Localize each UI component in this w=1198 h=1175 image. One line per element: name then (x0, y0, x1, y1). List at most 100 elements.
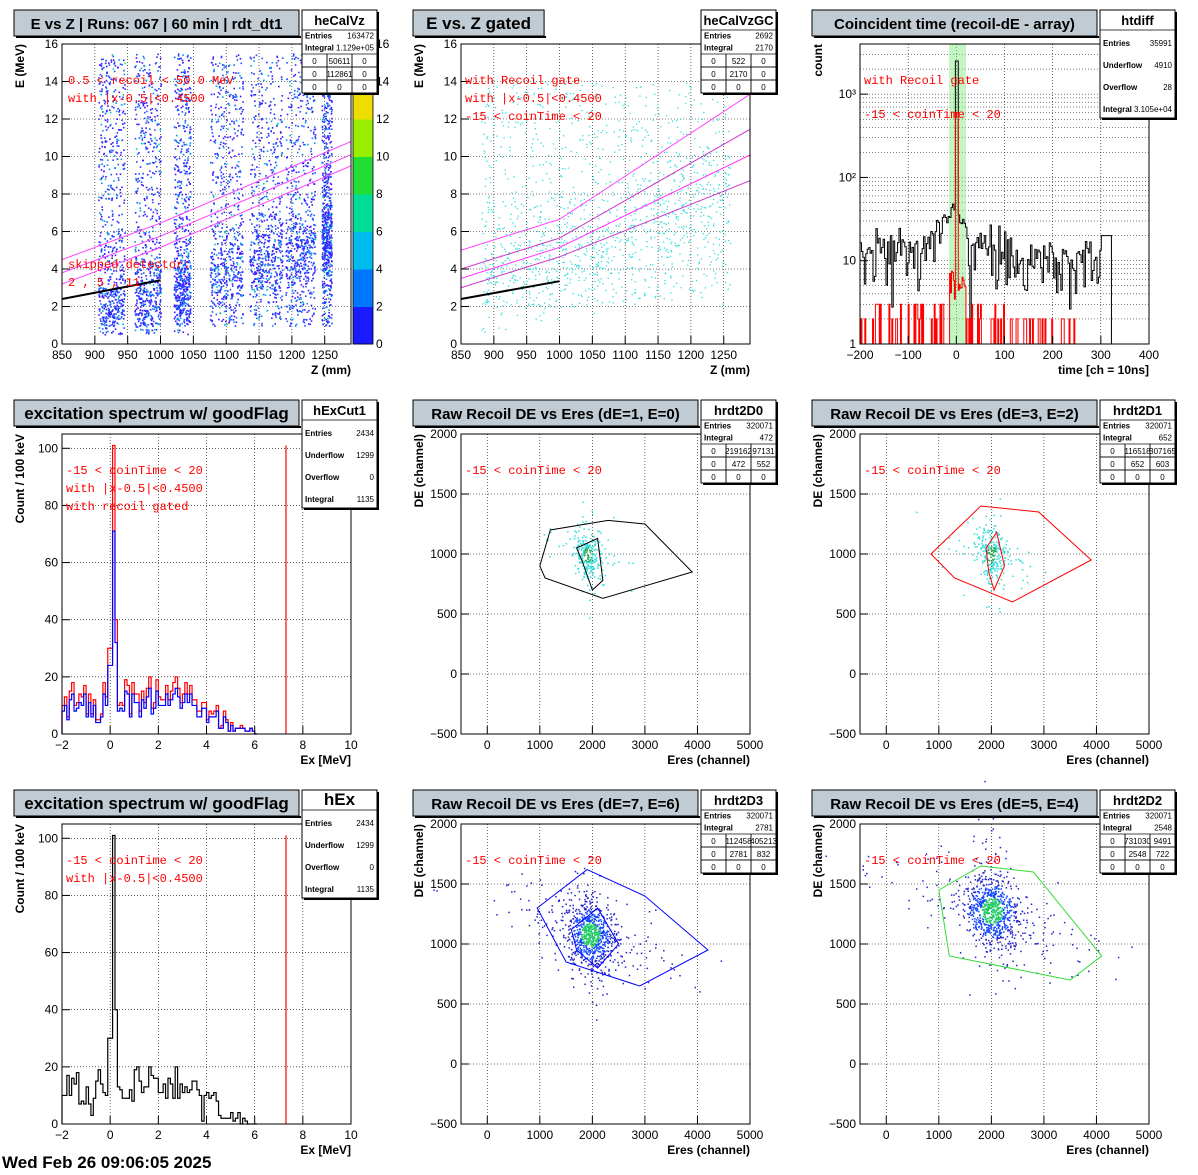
heat-point (314, 134, 317, 136)
scatter-point (558, 225, 560, 228)
heat-point (330, 260, 333, 262)
heat-point (287, 193, 289, 196)
heat-point (271, 172, 274, 174)
scatter-point (662, 232, 664, 235)
heat-point (181, 228, 184, 230)
heat-point (296, 292, 299, 294)
heat-point (140, 142, 143, 145)
heat-point (307, 126, 310, 129)
heat-point (327, 320, 329, 322)
heat-point (119, 269, 122, 272)
heat-point (322, 215, 325, 217)
heat-point (305, 277, 308, 279)
heat-point (115, 186, 118, 189)
heat-point (149, 274, 152, 277)
heat-point (136, 229, 139, 231)
heat-point (150, 279, 153, 282)
heat-point (124, 279, 126, 282)
heat-point (150, 176, 152, 179)
heat-point (250, 264, 253, 267)
heat-point (264, 281, 266, 283)
heat-point (303, 245, 305, 248)
heat-point (255, 238, 258, 241)
heat-point (301, 100, 304, 102)
heat-point (306, 193, 308, 196)
heat-point (105, 319, 108, 322)
heat-point (101, 159, 104, 161)
heat-point (285, 317, 287, 320)
heat-point (220, 251, 223, 253)
heat-point (104, 306, 107, 308)
heat-point (325, 115, 328, 118)
heat-point (235, 108, 238, 111)
heat-point (225, 163, 228, 165)
heat-point (287, 148, 289, 150)
heat-point (281, 250, 284, 253)
heat-point (177, 318, 179, 321)
scatter-point (566, 284, 568, 287)
heat-point (313, 166, 315, 168)
heat-point (236, 175, 239, 178)
heat-point (329, 197, 332, 199)
heat-point (256, 166, 258, 168)
heat-point (109, 320, 111, 323)
heat-point (184, 120, 187, 122)
heat-point (211, 120, 213, 123)
heat-point (231, 269, 233, 272)
heat-point (234, 155, 236, 157)
heat-point (109, 324, 112, 327)
heat-point (272, 200, 275, 203)
heat-point (213, 202, 215, 205)
heat-point (221, 278, 223, 281)
heat-point (187, 261, 190, 264)
scatter-point (717, 257, 719, 259)
heat-point (237, 256, 239, 259)
scatter-point (657, 286, 659, 288)
stats-cell-value: 0 (337, 83, 342, 92)
scatter-point (571, 122, 573, 124)
heat-point (234, 325, 237, 327)
heat-point (325, 225, 328, 228)
heat-point (304, 220, 307, 223)
heat-point (148, 240, 151, 242)
heat-point (181, 59, 184, 62)
heat-point (322, 265, 325, 267)
heat-point (329, 135, 332, 137)
heat-point (259, 198, 262, 201)
heat-point (313, 198, 315, 201)
heat-point (292, 230, 294, 233)
heat-point (149, 264, 152, 267)
heat-point (156, 56, 158, 59)
stats-value: 1.129e+05 (336, 44, 375, 53)
heat-point (251, 213, 254, 216)
heat-point (324, 235, 327, 238)
heat-point (253, 116, 255, 119)
heat-point (306, 269, 308, 272)
heat-point (256, 237, 258, 240)
heat-point (322, 231, 325, 233)
heat-point (291, 304, 294, 307)
heat-point (184, 325, 186, 327)
heat-point (310, 261, 313, 264)
heat-point (251, 223, 253, 225)
heat-point (265, 175, 267, 177)
heat-point (327, 111, 329, 114)
heat-point (260, 83, 263, 85)
heat-point (271, 325, 274, 327)
heat-point (104, 257, 107, 259)
heat-point (180, 253, 183, 256)
heat-point (149, 301, 152, 304)
heat-point (329, 241, 332, 244)
heat-point (303, 321, 306, 324)
heat-point (259, 277, 262, 280)
heat-point (292, 225, 295, 227)
heat-point (220, 171, 223, 174)
heat-point (143, 211, 146, 213)
heat-point (103, 152, 106, 155)
heat-point (324, 190, 327, 192)
heat-point (287, 97, 290, 100)
heat-point (186, 76, 188, 79)
heat-point (294, 289, 297, 292)
heat-point (259, 246, 261, 249)
heat-point (107, 307, 110, 310)
